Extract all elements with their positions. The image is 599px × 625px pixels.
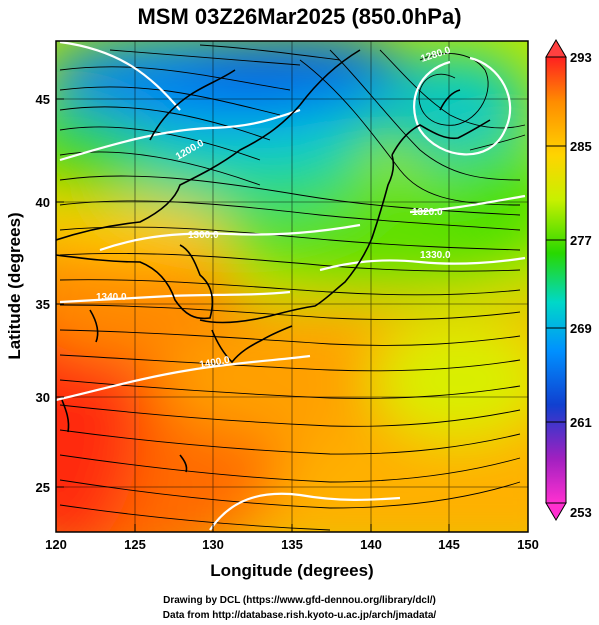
y-tick-label: 40 xyxy=(36,195,50,210)
contour-label: 1320.0 xyxy=(412,207,443,218)
colorbar-label: 293 xyxy=(570,50,592,65)
credit-line-data: Data from http://database.rish.kyoto-u.a… xyxy=(162,610,437,621)
colorbar-min-triangle xyxy=(545,502,567,521)
colorbar: 293 285 277 269 261 253 xyxy=(545,39,592,521)
x-axis-label: Longitude (degrees) xyxy=(210,561,373,580)
colorbar-label: 285 xyxy=(570,139,592,154)
contour-label: 1300.0 xyxy=(188,230,219,241)
colorbar-bar xyxy=(545,56,567,504)
colorbar-label: 253 xyxy=(570,505,592,520)
temperature-field xyxy=(56,41,528,532)
colorbar-label: 261 xyxy=(570,415,592,430)
chart-title: MSM 03Z26Mar2025 (850.0hPa) xyxy=(137,4,462,29)
graticule xyxy=(56,41,528,532)
x-tick-label: 135 xyxy=(281,537,303,552)
map-figure: 1280.0 1200.0 1320.0 1300.0 1330.0 1340.… xyxy=(5,39,592,580)
coastlines xyxy=(56,49,491,473)
y-tick-label: 35 xyxy=(36,297,50,312)
y-axis-label: Latitude (degrees) xyxy=(5,212,24,359)
y-axis: 25 30 35 40 45 Latitude (degrees) xyxy=(5,92,64,495)
x-tick-label: 130 xyxy=(202,537,224,552)
x-tick-label: 120 xyxy=(45,537,67,552)
colorbar-label: 269 xyxy=(570,321,592,336)
x-axis: 120 125 130 135 140 145 150 Longitude (d… xyxy=(45,524,539,580)
y-tick-label: 45 xyxy=(36,92,50,107)
colorbar-max-triangle xyxy=(545,39,567,58)
x-tick-label: 125 xyxy=(124,537,146,552)
y-tick-label: 30 xyxy=(36,390,50,405)
contour-label: 1400.0 xyxy=(199,355,231,371)
contour-lines xyxy=(56,41,526,531)
x-tick-label: 140 xyxy=(360,537,382,552)
colorbar-label: 277 xyxy=(570,233,592,248)
contour-label: 1330.0 xyxy=(420,250,451,261)
contour-label: 1340.0 xyxy=(96,292,127,303)
x-tick-label: 150 xyxy=(517,537,539,552)
x-tick-label: 145 xyxy=(438,537,460,552)
y-tick-label: 25 xyxy=(36,480,50,495)
credit-line-dcl: Drawing by DCL (https://www.gfd-dennou.o… xyxy=(163,595,436,606)
